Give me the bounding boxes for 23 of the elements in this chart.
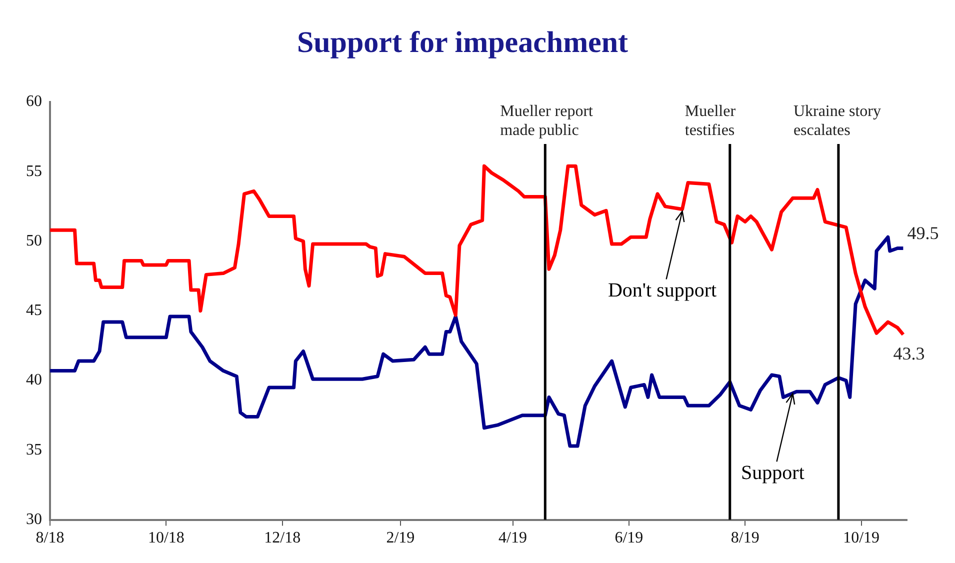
y-tick-label: 55 <box>26 162 42 180</box>
x-tick-label: 6/19 <box>614 530 644 547</box>
x-tick-label: 12/18 <box>264 530 301 547</box>
y-tick-label: 30 <box>26 511 42 528</box>
ref-line-label: Ukraine story escalates <box>793 103 881 140</box>
x-tick-label: 10/19 <box>843 530 880 547</box>
y-tick-label: 50 <box>26 232 42 250</box>
x-tick-label: 4/19 <box>498 530 528 547</box>
annotation: Don't support <box>608 279 718 302</box>
y-tick-label: 60 <box>26 93 42 110</box>
annotation: Support <box>741 462 805 484</box>
y-tick-label: 40 <box>26 372 42 389</box>
ref-line-label: Mueller testifies <box>684 103 736 140</box>
ref-line-label: Mueller report made public <box>500 103 594 140</box>
chart-title: Support for impeachment <box>296 26 628 59</box>
data-label: 49.5 <box>907 222 939 243</box>
y-tick-label: 45 <box>26 302 42 320</box>
x-tick-label: 8/19 <box>730 530 760 547</box>
x-tick-label: 2/19 <box>386 530 415 547</box>
data-label: 43.3 <box>893 343 925 364</box>
y-tick-label: 35 <box>26 441 42 458</box>
x-tick-label: 10/18 <box>148 530 184 547</box>
x-tick-label: 8/18 <box>36 530 64 547</box>
